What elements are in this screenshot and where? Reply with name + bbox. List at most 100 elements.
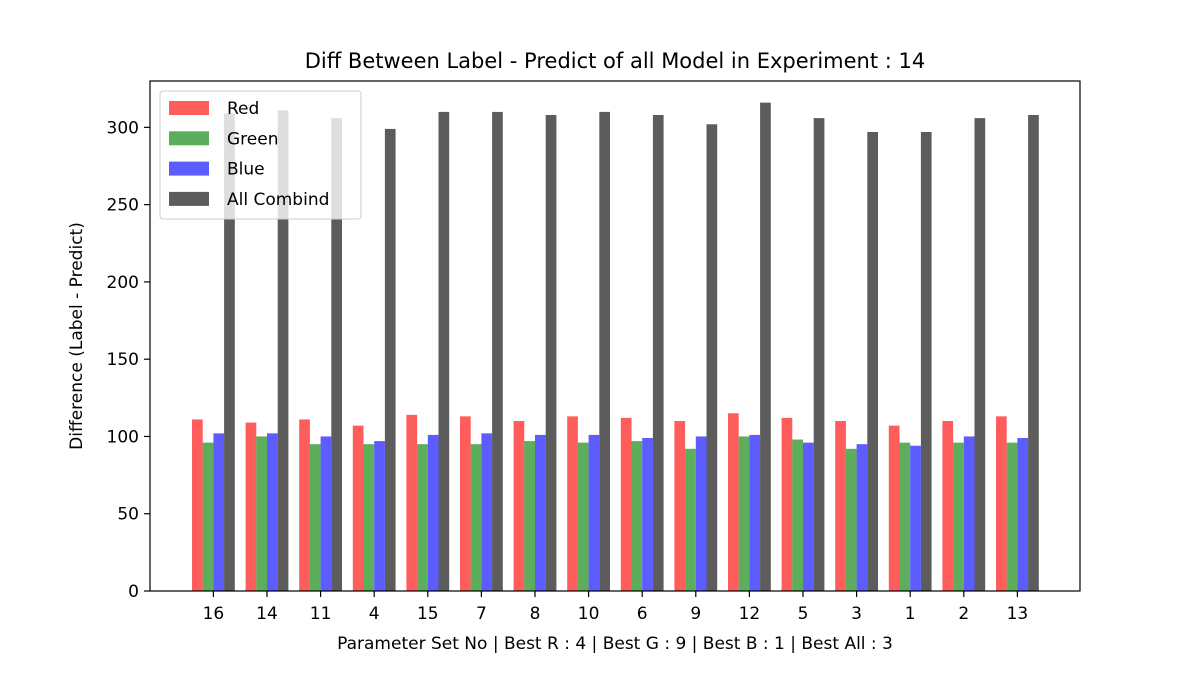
bar-green-10 xyxy=(577,442,589,591)
bar-all-combind-3 xyxy=(867,132,878,591)
bar-blue-4 xyxy=(374,441,385,591)
x-tick-label: 9 xyxy=(690,604,701,624)
legend-label-green: Green xyxy=(227,129,278,149)
bar-blue-3 xyxy=(856,444,868,591)
bar-green-5 xyxy=(792,439,803,591)
x-tick-label: 5 xyxy=(798,604,809,624)
x-tick-label: 8 xyxy=(530,604,541,624)
bar-red-8 xyxy=(513,421,525,591)
bar-all-combind-1 xyxy=(920,132,932,591)
chart-title: Diff Between Label - Predict of all Mode… xyxy=(305,49,925,73)
x-tick-label: 2 xyxy=(958,604,969,624)
bar-blue-1 xyxy=(910,445,921,591)
bar-red-13 xyxy=(996,416,1007,591)
x-tick-label: 4 xyxy=(369,604,380,624)
x-axis: 16 14 11 4 15 7 8 10 6 9 12 5 3 1 2 13 xyxy=(203,591,1029,624)
y-tick-label: 150 xyxy=(107,350,139,370)
bar-all-combind-14 xyxy=(277,110,289,592)
y-tick-label: 50 xyxy=(117,505,139,525)
y-tick-label: 100 xyxy=(107,427,139,447)
legend-box xyxy=(159,90,362,220)
x-tick-label: 6 xyxy=(637,604,648,624)
bar-blue-10 xyxy=(588,434,600,591)
bar-red-9 xyxy=(674,421,686,591)
bar-green-7 xyxy=(470,444,482,591)
bar-blue-14 xyxy=(267,433,278,591)
bar-all-combind-10 xyxy=(599,111,610,591)
bar-green-2 xyxy=(953,442,964,591)
x-tick-label: 15 xyxy=(417,604,439,624)
x-tick-label: 3 xyxy=(851,604,862,624)
bar-red-11 xyxy=(299,419,310,591)
bar-green-11 xyxy=(309,444,321,591)
legend: Red Green Blue All Combind xyxy=(159,90,362,220)
bar-red-10 xyxy=(567,416,578,591)
legend-swatch-green xyxy=(169,131,209,146)
x-tick-label: 1 xyxy=(905,604,916,624)
bar-green-4 xyxy=(363,444,375,591)
legend-swatch-all-combind xyxy=(169,191,209,206)
x-tick-label: 12 xyxy=(739,604,761,624)
legend-swatch-red xyxy=(169,101,209,115)
bar-green-14 xyxy=(256,436,267,591)
bar-red-16 xyxy=(192,419,203,591)
bar-red-6 xyxy=(620,417,632,591)
bar-blue-2 xyxy=(963,436,975,591)
bar-blue-15 xyxy=(427,434,439,591)
bar-blue-6 xyxy=(642,438,653,591)
bar-all-combind-16 xyxy=(224,113,235,591)
bar-green-6 xyxy=(631,441,643,591)
bar-green-9 xyxy=(685,448,696,591)
x-tick-label: 13 xyxy=(1007,604,1029,624)
bar-green-16 xyxy=(202,442,214,591)
x-tick-label: 11 xyxy=(310,604,332,624)
bar-red-7 xyxy=(460,416,471,591)
bar-all-combind-5 xyxy=(813,118,825,591)
bar-red-2 xyxy=(942,421,954,591)
bar-red-14 xyxy=(245,422,257,591)
y-axis: 0 50 100 150 200 250 300 xyxy=(107,118,150,602)
bar-green-1 xyxy=(899,442,911,591)
bar-all-combind-12 xyxy=(760,102,771,591)
bar-red-4 xyxy=(352,425,364,591)
bar-all-combind-6 xyxy=(652,115,664,591)
x-tick-label: 10 xyxy=(578,604,600,624)
x-tick-label: 16 xyxy=(203,604,225,624)
bar-all-combind-7 xyxy=(492,111,503,591)
bar-green-13 xyxy=(1006,442,1018,591)
bar-green-8 xyxy=(524,441,535,591)
legend-label-red: Red xyxy=(227,99,259,119)
bar-all-combind-9 xyxy=(706,124,718,592)
x-tick-label: 7 xyxy=(476,604,487,624)
bar-green-3 xyxy=(845,448,857,591)
bar-blue-9 xyxy=(695,436,707,591)
plot-frame xyxy=(149,80,1081,592)
bars-group xyxy=(192,102,1039,592)
y-tick-label: 250 xyxy=(107,196,139,216)
legend-swatch-blue xyxy=(169,161,209,176)
y-tick-label: 300 xyxy=(107,118,139,138)
bar-red-5 xyxy=(781,417,793,591)
bar-red-15 xyxy=(406,414,418,591)
legend-label-blue: Blue xyxy=(227,160,265,180)
bar-red-12 xyxy=(728,413,739,591)
y-tick-label: 200 xyxy=(107,273,139,293)
bar-all-combind-8 xyxy=(545,115,557,591)
bar-green-15 xyxy=(417,444,428,591)
bar-blue-8 xyxy=(535,434,546,591)
bar-all-combind-2 xyxy=(974,118,986,591)
bar-blue-16 xyxy=(213,433,225,591)
bar-blue-5 xyxy=(803,442,814,591)
x-axis-label: Parameter Set No | Best R : 4 | Best G :… xyxy=(337,634,893,654)
bar-blue-11 xyxy=(320,436,332,591)
y-axis-label: Difference (Label - Predict) xyxy=(67,222,87,450)
bar-all-combind-15 xyxy=(438,111,450,591)
bar-blue-12 xyxy=(749,434,761,591)
bar-blue-13 xyxy=(1017,438,1029,591)
bar-red-3 xyxy=(835,421,846,591)
y-tick-label: 0 xyxy=(128,582,139,602)
x-tick-label: 14 xyxy=(256,604,278,624)
bar-red-1 xyxy=(888,425,900,591)
bar-all-combind-4 xyxy=(384,128,396,591)
